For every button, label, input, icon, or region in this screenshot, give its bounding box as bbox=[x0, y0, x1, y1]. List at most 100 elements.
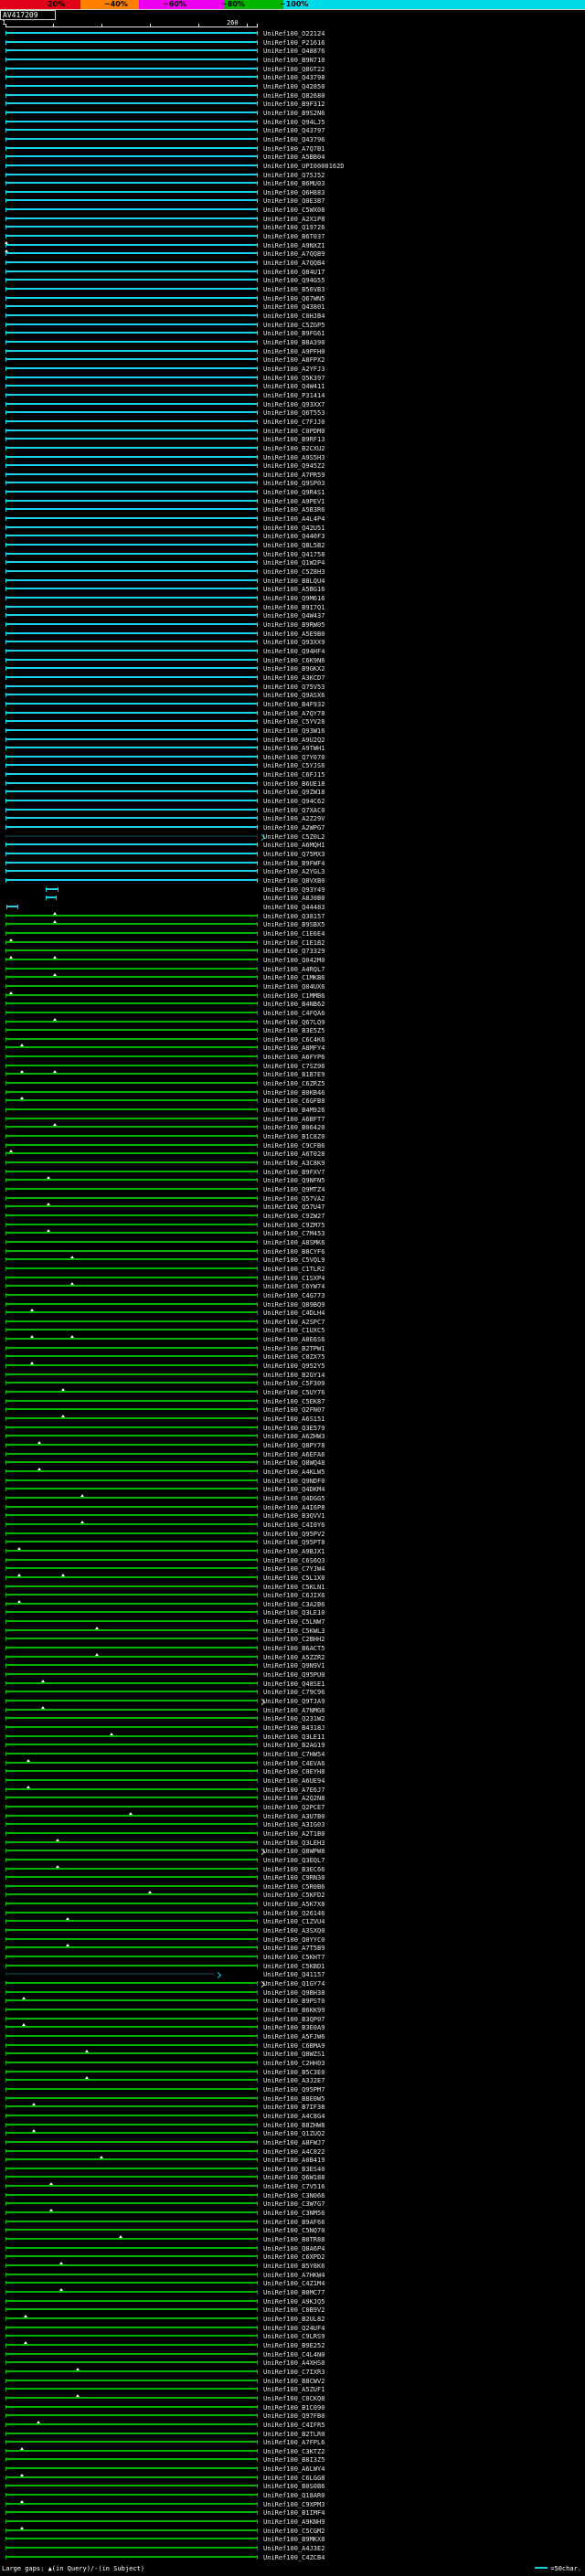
hit-label[interactable]: UniRef100_C5KBD1 bbox=[263, 1962, 325, 1970]
hit-bar[interactable] bbox=[5, 2457, 258, 2463]
hit-label[interactable]: UniRef100_B2AG19 bbox=[263, 1742, 325, 1750]
hit-bar[interactable] bbox=[5, 1521, 258, 1527]
hit-bar[interactable] bbox=[5, 2078, 258, 2083]
hit-label[interactable]: UniRef100_Q42850 bbox=[263, 82, 325, 90]
hit-label[interactable]: UniRef100_C6YW74 bbox=[263, 1283, 325, 1291]
hit-label[interactable]: UniRef100_Q8GT22 bbox=[263, 65, 325, 73]
hit-label[interactable]: UniRef100_C1UXC5 bbox=[263, 1327, 325, 1335]
hit-label[interactable]: UniRef100_C1ZVU4 bbox=[263, 1918, 325, 1926]
hit-bar[interactable] bbox=[5, 1989, 258, 1995]
hit-bar[interactable] bbox=[5, 1398, 258, 1404]
hit-bar[interactable] bbox=[5, 1566, 258, 1572]
hit-label[interactable]: UniRef100_C3KTZ2 bbox=[263, 2447, 325, 2455]
hit-bar[interactable] bbox=[5, 1460, 258, 1466]
hit-label[interactable]: UniRef100_B9FG61 bbox=[263, 330, 325, 338]
hit-bar[interactable] bbox=[5, 498, 258, 504]
hit-bar[interactable] bbox=[5, 2290, 258, 2295]
hit-bar[interactable] bbox=[5, 1593, 258, 1598]
hit-label[interactable]: UniRef100_Q6H883 bbox=[263, 188, 325, 196]
hit-bar[interactable] bbox=[5, 1443, 258, 1447]
hit-bar[interactable] bbox=[5, 1892, 258, 1898]
hit-label[interactable]: UniRef100_B4M926 bbox=[263, 1107, 325, 1115]
hit-label[interactable]: UniRef100_Q43798 bbox=[263, 74, 325, 82]
hit-bar[interactable] bbox=[5, 2510, 258, 2516]
hit-bar[interactable] bbox=[5, 2122, 258, 2127]
hit-bar[interactable] bbox=[5, 1627, 258, 1633]
hit-label[interactable]: UniRef100_C0PDM0 bbox=[263, 427, 325, 435]
hit-label[interactable]: UniRef100_C0HJB4 bbox=[263, 313, 325, 320]
hit-bar[interactable] bbox=[5, 2263, 258, 2269]
hit-bar[interactable] bbox=[5, 1478, 258, 1483]
hit-bar[interactable] bbox=[5, 525, 258, 530]
hit-label[interactable]: UniRef100_A0E6S6 bbox=[263, 1336, 325, 1344]
hit-label[interactable]: UniRef100_C1E6E4 bbox=[263, 929, 325, 938]
hit-bar[interactable] bbox=[5, 1275, 258, 1280]
hit-label[interactable]: UniRef100_A4XHS0 bbox=[263, 2359, 325, 2368]
hit-bar[interactable] bbox=[5, 2272, 258, 2277]
hit-bar[interactable] bbox=[5, 1504, 258, 1510]
hit-bar[interactable] bbox=[5, 1945, 258, 1951]
hit-label[interactable]: UniRef100_A9PEV1 bbox=[263, 497, 325, 505]
hit-bar[interactable] bbox=[5, 1451, 258, 1457]
hit-label[interactable]: UniRef100_B9N710 bbox=[263, 56, 325, 64]
hit-bar[interactable] bbox=[5, 516, 258, 522]
hit-label[interactable]: UniRef100_B8I3Z5 bbox=[263, 2456, 325, 2465]
hit-label[interactable]: UniRef100_Q41157 bbox=[263, 1971, 325, 1979]
hit-label[interactable]: UniRef100_B4NB62 bbox=[263, 1001, 325, 1009]
hit-label[interactable]: UniRef100_Q8VXB0 bbox=[263, 877, 325, 885]
hit-label[interactable]: UniRef100_A5BG16 bbox=[263, 586, 325, 594]
hit-label[interactable]: UniRef100_O22124 bbox=[263, 30, 325, 37]
hit-bar[interactable] bbox=[5, 1098, 258, 1104]
hit-label[interactable]: UniRef100_C9ZM75 bbox=[263, 1221, 325, 1229]
hit-label[interactable]: UniRef100_Q8PY78 bbox=[263, 1442, 325, 1449]
hit-bar[interactable] bbox=[5, 816, 258, 822]
hit-label[interactable]: UniRef100_C4G773 bbox=[263, 1291, 325, 1299]
hit-bar[interactable] bbox=[5, 1010, 258, 1015]
hit-label[interactable]: UniRef100_A6MQH1 bbox=[263, 842, 325, 850]
hit-label[interactable]: UniRef100_Q75J52 bbox=[263, 171, 325, 179]
hit-label[interactable]: UniRef100_A9TWH1 bbox=[263, 745, 325, 753]
hit-label[interactable]: UniRef100_Q43797 bbox=[263, 127, 325, 135]
hit-label[interactable]: UniRef100_A4RQL7 bbox=[263, 965, 325, 973]
hit-label[interactable]: UniRef100_A0B419 bbox=[263, 2157, 325, 2165]
hit-label[interactable]: UniRef100_B6T037 bbox=[263, 233, 325, 241]
hit-label[interactable]: UniRef100_A2YFJ3 bbox=[263, 365, 325, 373]
hit-label[interactable]: UniRef100_A8J0B0 bbox=[263, 895, 325, 903]
hit-label[interactable]: UniRef100_A8FPX2 bbox=[263, 356, 325, 365]
hit-bar[interactable] bbox=[5, 1002, 258, 1007]
hit-label[interactable]: UniRef100_A4L4P4 bbox=[263, 515, 325, 524]
hit-bar[interactable] bbox=[5, 2395, 258, 2401]
hit-bar[interactable] bbox=[5, 322, 258, 327]
hit-bar[interactable] bbox=[5, 2060, 258, 2065]
hit-label[interactable]: UniRef100_C7FJJ0 bbox=[263, 418, 325, 426]
hit-bar[interactable] bbox=[5, 878, 258, 883]
hit-bar[interactable] bbox=[5, 1354, 258, 1360]
hit-label[interactable]: UniRef100_Q94C62 bbox=[263, 798, 325, 806]
hit-bar[interactable] bbox=[5, 1743, 258, 1748]
hit-bar[interactable] bbox=[5, 578, 258, 583]
hit-label[interactable]: UniRef100_C4EVA6 bbox=[263, 1759, 325, 1767]
hit-label[interactable]: UniRef100_A7QQB9 bbox=[263, 250, 325, 259]
hit-bar[interactable] bbox=[5, 189, 258, 195]
hit-bar[interactable] bbox=[5, 437, 258, 442]
hit-bar[interactable] bbox=[5, 992, 258, 998]
hit-bar[interactable] bbox=[5, 2113, 258, 2118]
hit-bar[interactable] bbox=[6, 904, 18, 909]
hit-bar[interactable] bbox=[5, 445, 258, 451]
hit-label[interactable]: UniRef100_A3J2E7 bbox=[263, 2077, 325, 2085]
hit-label[interactable]: UniRef100_B9RW05 bbox=[263, 620, 325, 629]
hit-label[interactable]: UniRef100_Q04UX6 bbox=[263, 982, 325, 991]
hit-bar[interactable] bbox=[5, 922, 258, 928]
hit-bar[interactable] bbox=[5, 216, 258, 221]
hit-label[interactable]: UniRef100_C7M453 bbox=[263, 1230, 325, 1238]
hit-label[interactable]: UniRef100_Q19726 bbox=[263, 224, 325, 232]
hit-label[interactable]: UniRef100_C9CFB6 bbox=[263, 1141, 325, 1150]
hit-bar[interactable] bbox=[5, 2254, 258, 2260]
hit-label[interactable]: UniRef100_A6BFT7 bbox=[263, 1115, 325, 1123]
hit-label[interactable]: UniRef100_Q94HF4 bbox=[263, 647, 325, 655]
hit-label[interactable]: UniRef100_B2GY14 bbox=[263, 1371, 325, 1379]
hit-label[interactable]: UniRef100_Q8WQ48 bbox=[263, 1459, 325, 1468]
hit-bar[interactable] bbox=[5, 1830, 258, 1836]
hit-bar[interactable] bbox=[5, 780, 258, 786]
hit-bar[interactable] bbox=[5, 392, 258, 398]
